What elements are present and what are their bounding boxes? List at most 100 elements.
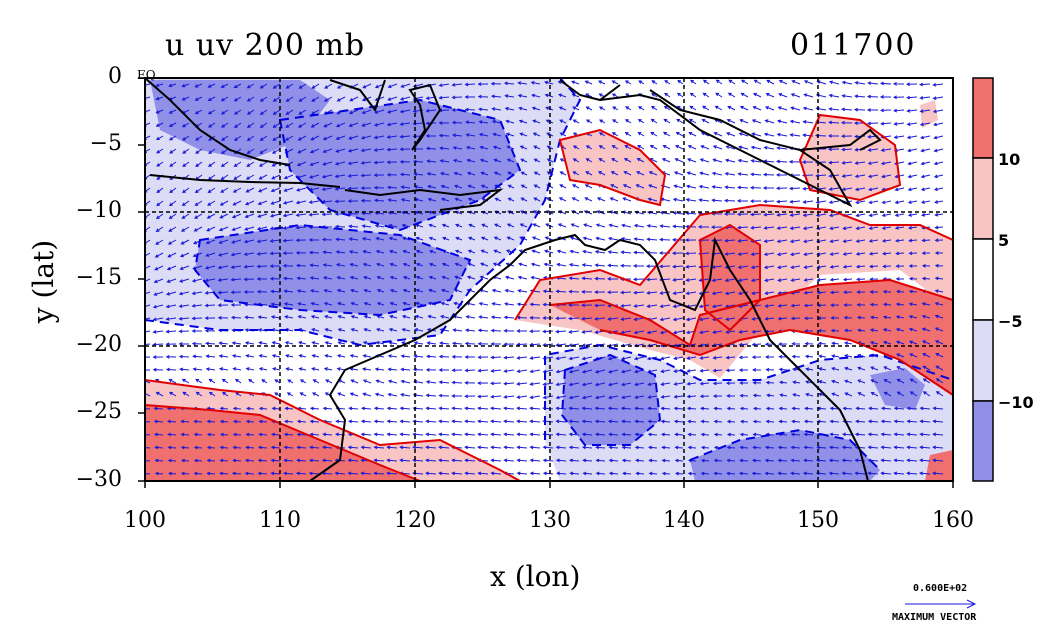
wind-vector — [321, 458, 333, 463]
wind-vector — [555, 289, 567, 294]
wind-vector — [206, 471, 216, 476]
wind-vector — [246, 96, 255, 102]
wind-vector — [685, 278, 697, 282]
wind-vector — [842, 277, 853, 282]
wind-vector — [646, 356, 658, 361]
wind-vector — [507, 197, 515, 202]
wind-vector — [375, 236, 385, 241]
wind-vector — [789, 252, 801, 257]
wind-vector — [505, 119, 515, 124]
wind-vector — [217, 265, 229, 270]
wind-vector — [451, 120, 463, 125]
wind-vector — [400, 379, 411, 384]
wind-vector — [479, 158, 489, 163]
wind-vector — [701, 118, 710, 124]
wind-vector — [752, 393, 762, 398]
wind-vector — [908, 238, 918, 243]
wind-vector — [376, 275, 385, 280]
wind-vector — [166, 419, 177, 424]
wind-vector — [842, 239, 853, 243]
wind-vector — [153, 406, 164, 411]
wind-vector — [506, 223, 515, 228]
wind-vector — [168, 122, 177, 127]
wind-vector — [283, 289, 294, 294]
wind-vector — [611, 158, 619, 163]
wind-vector — [685, 197, 697, 202]
wind-vector — [248, 378, 255, 384]
wind-vector — [204, 328, 216, 333]
wind-vector — [753, 406, 762, 411]
wind-vector — [882, 302, 892, 307]
wind-vector — [195, 391, 203, 397]
wind-vector — [399, 122, 411, 126]
wind-vector — [581, 432, 593, 437]
wind-vector — [246, 83, 255, 89]
wind-vector — [840, 120, 853, 125]
wind-vector — [258, 341, 268, 345]
wind-vector — [220, 161, 229, 168]
wind-vector — [726, 406, 736, 411]
wind-vector — [572, 119, 580, 124]
wind-vector — [232, 445, 242, 450]
wind-vector — [920, 174, 931, 179]
wind-vector — [621, 223, 632, 228]
wind-vector — [347, 199, 359, 203]
wind-vector — [218, 341, 229, 346]
wind-vector — [191, 303, 203, 308]
wind-vector — [309, 406, 320, 411]
wind-vector — [620, 356, 632, 361]
wind-vector — [218, 367, 229, 371]
wind-vector — [387, 354, 398, 358]
wind-vector — [386, 109, 398, 114]
wind-vector — [555, 458, 567, 463]
wind-vector — [831, 379, 840, 384]
wind-vector — [739, 406, 749, 411]
wind-vector — [895, 315, 905, 319]
wind-vector — [206, 213, 216, 219]
wind-vector — [438, 95, 450, 100]
wind-vector — [621, 458, 632, 463]
wind-vector — [191, 316, 203, 321]
wind-vector — [659, 304, 671, 309]
wind-vector — [481, 223, 489, 228]
wind-vector — [894, 187, 905, 192]
wind-vector — [208, 122, 216, 128]
wind-vector — [361, 406, 372, 411]
wind-vector — [659, 317, 671, 322]
wind-vector — [232, 406, 242, 411]
wind-vector — [844, 354, 853, 358]
wind-vector — [386, 432, 398, 437]
wind-vector — [259, 96, 268, 102]
wind-vector — [556, 471, 567, 476]
wind-vector — [246, 109, 255, 115]
wind-vector — [297, 302, 307, 306]
wind-vector — [634, 419, 645, 424]
wind-vector — [335, 419, 346, 424]
wind-vector — [713, 406, 723, 411]
wind-vector — [581, 276, 593, 281]
wind-vector — [529, 356, 541, 360]
wind-vector — [451, 82, 463, 87]
wind-vector — [399, 109, 411, 114]
coast-new-britain — [799, 128, 882, 151]
wind-vector — [178, 316, 190, 321]
wind-vector — [594, 303, 606, 308]
wind-vector — [934, 301, 944, 306]
wind-vector — [738, 132, 749, 137]
wind-vector — [753, 79, 762, 85]
wind-vector — [518, 262, 528, 267]
wind-vector — [533, 184, 541, 189]
wind-vector — [920, 135, 931, 140]
wind-vector — [467, 197, 476, 202]
wind-vector — [934, 340, 944, 345]
wind-vector — [660, 395, 671, 399]
wind-vector — [438, 133, 450, 138]
wind-vector — [868, 226, 879, 230]
wind-vector — [790, 445, 801, 450]
wind-vector — [542, 329, 554, 334]
wind-vector — [555, 316, 567, 321]
wind-vector — [906, 406, 918, 411]
wind-vector — [493, 158, 502, 163]
wind-vector — [664, 80, 671, 85]
wind-vector — [451, 432, 463, 437]
